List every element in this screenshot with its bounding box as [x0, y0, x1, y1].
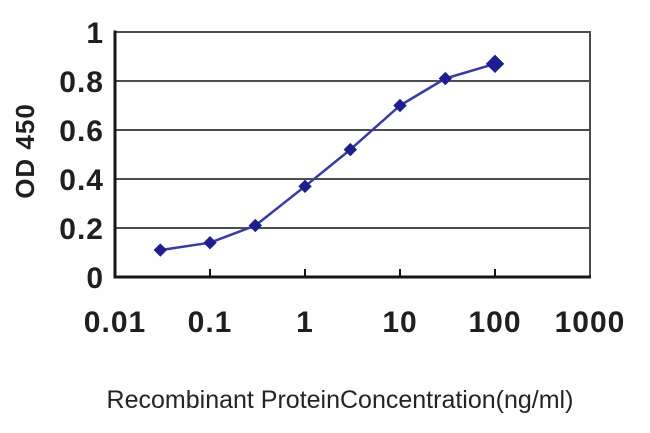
y-tick-label: 0.2 — [59, 213, 104, 246]
y-tick-label: 0.6 — [59, 115, 104, 148]
tick-label-layer: 0.01 0.1 1 10 100 1000 0 0.2 0.4 0.6 0.8 1 — [59, 17, 626, 339]
curve-line — [160, 62, 496, 252]
x-tick-label: 0.01 — [84, 306, 146, 339]
grid-layer — [115, 31, 591, 277]
x-tick-label: 1000 — [555, 306, 626, 339]
x-tick-label: 100 — [468, 306, 521, 339]
y-axis-label: OD 450 — [10, 103, 40, 199]
data-point-marker — [203, 235, 217, 250]
y-tick-label: 1 — [86, 17, 104, 50]
x-axis-label: Recombinant ProteinConcentration(ng/ml) — [107, 386, 574, 414]
data-point-marker — [298, 179, 312, 194]
x-tick-label: 1 — [296, 306, 314, 339]
x-tick-label: 0.1 — [188, 306, 233, 339]
data-point-marker — [393, 98, 407, 113]
x-tick-label: 10 — [382, 306, 417, 339]
y-tick-label: 0.4 — [59, 164, 104, 197]
data-point-marker — [485, 54, 505, 74]
data-point-marker — [343, 142, 358, 157]
data-point-marker — [248, 218, 263, 233]
axis-layer — [113, 30, 591, 279]
y-tick-label: 0 — [86, 262, 104, 295]
data-point-marker — [153, 243, 168, 257]
y-tick-label: 0.8 — [59, 66, 104, 99]
data-point-marker — [438, 71, 453, 86]
series-layer — [153, 54, 505, 257]
